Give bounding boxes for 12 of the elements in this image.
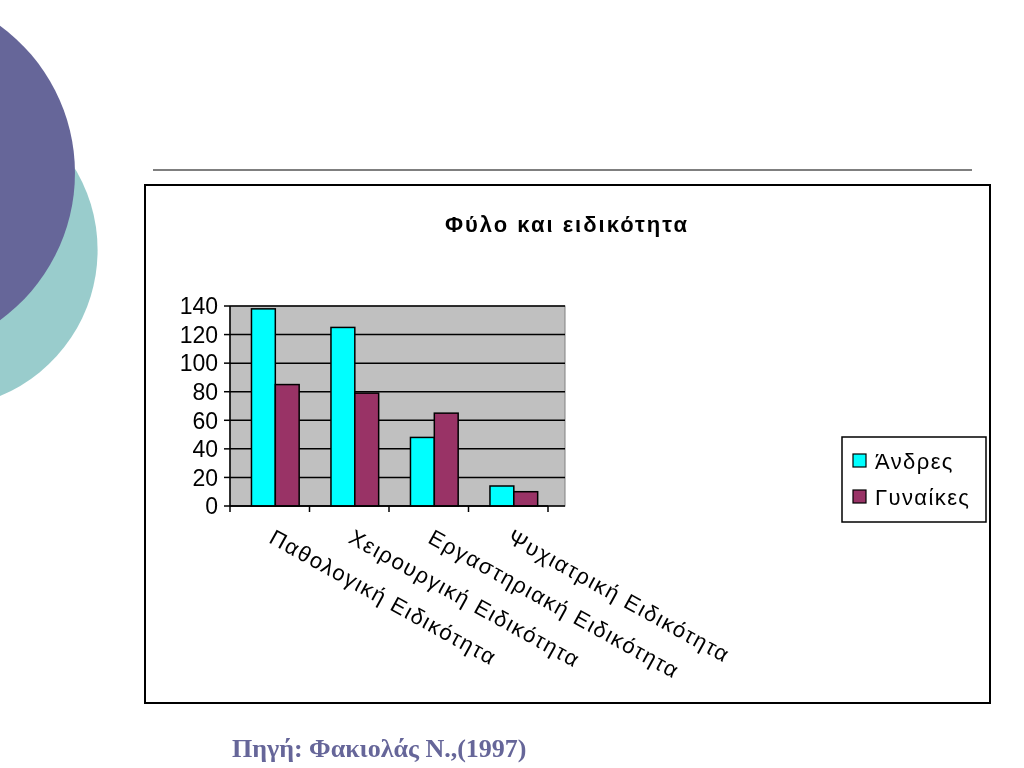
legend-label: Γυναίκες [875, 484, 971, 510]
chart-title: Φύλο και ειδικότητα [444, 212, 690, 237]
y-tick-label: 20 [192, 464, 218, 491]
y-tick-label: 0 [205, 493, 218, 520]
legend-label: Άνδρες [875, 448, 954, 474]
y-tick-label: 60 [192, 407, 218, 434]
y-tick-label: 100 [179, 350, 218, 377]
text: Πηγή: Φακιολάς Ν.,(1997) [232, 734, 527, 763]
y-tick-label: 40 [192, 436, 218, 463]
y-tick-label: 120 [179, 321, 218, 348]
y-tick-label: 80 [192, 378, 218, 405]
y-tick-label: 140 [179, 293, 218, 320]
